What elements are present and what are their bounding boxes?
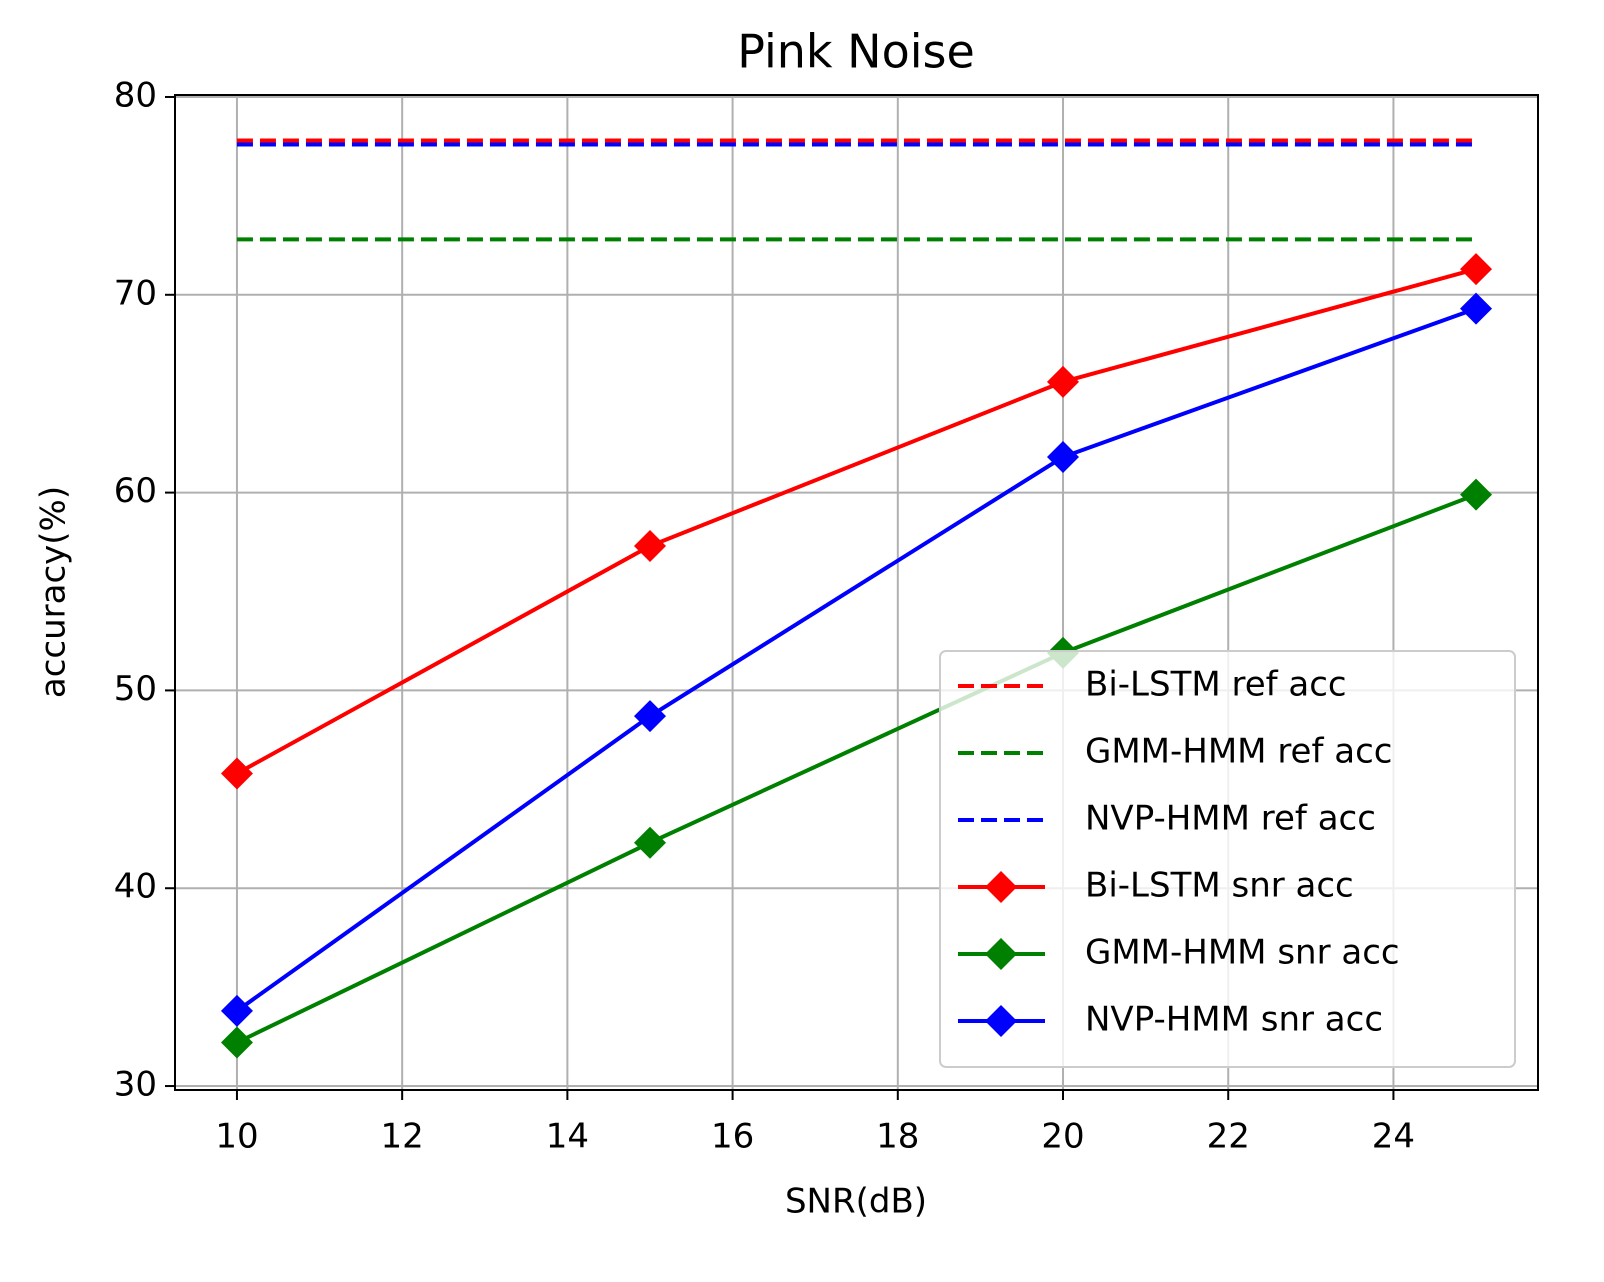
chart-title: Pink Noise — [737, 25, 975, 79]
data-point — [633, 700, 666, 733]
legend-marker — [985, 871, 1017, 903]
legend-label: Bi-LSTM ref acc — [1085, 665, 1347, 705]
y-tick-label: 70 — [114, 273, 157, 313]
plot-frame — [174, 94, 1539, 1091]
legend: Bi-LSTM ref acc GMM-HMM ref acc NVP-HMM re… — [939, 650, 1516, 1068]
data-point — [1460, 478, 1493, 511]
x-tick-label: 18 — [876, 1117, 919, 1157]
y-tick-label: 50 — [114, 669, 157, 709]
data-point — [220, 757, 253, 790]
series-line — [235, 267, 1477, 776]
series-line — [236, 492, 1477, 1045]
series-line — [235, 306, 1477, 1013]
data-point — [1460, 292, 1493, 325]
data-point — [1047, 440, 1080, 473]
legend-label: GMM-HMM snr acc — [1085, 933, 1400, 973]
legend-label: GMM-HMM ref acc — [1085, 732, 1392, 772]
data-point — [220, 1026, 253, 1059]
x-tick-label: 12 — [381, 1117, 424, 1157]
legend-label: NVP-HMM snr acc — [1085, 1000, 1383, 1040]
legend-label: Bi-LSTM snr acc — [1085, 866, 1354, 906]
y-tick-label: 80 — [114, 75, 157, 115]
data-point — [633, 530, 666, 563]
legend-marker — [985, 938, 1017, 970]
x-tick-label: 24 — [1372, 1117, 1415, 1157]
data-point — [633, 826, 666, 859]
y-tick-label: 60 — [114, 471, 157, 511]
x-tick-label: 20 — [1041, 1117, 1084, 1157]
y-tick-label: 30 — [114, 1065, 157, 1105]
data-point — [1460, 253, 1493, 286]
x-tick-label: 14 — [546, 1117, 589, 1157]
x-tick-label: 16 — [711, 1117, 754, 1157]
legend-label: NVP-HMM ref acc — [1085, 799, 1376, 839]
legend-box — [939, 650, 1516, 1068]
x-axis-label: SNR(dB) — [785, 1182, 927, 1222]
data-point — [220, 994, 253, 1027]
legend-marker — [985, 1005, 1017, 1037]
y-axis-label: accuracy(%) — [34, 486, 74, 698]
data-point — [1047, 365, 1080, 398]
x-tick-label: 10 — [215, 1117, 258, 1157]
x-tick-label: 22 — [1207, 1117, 1250, 1157]
y-tick-label: 40 — [114, 867, 157, 907]
